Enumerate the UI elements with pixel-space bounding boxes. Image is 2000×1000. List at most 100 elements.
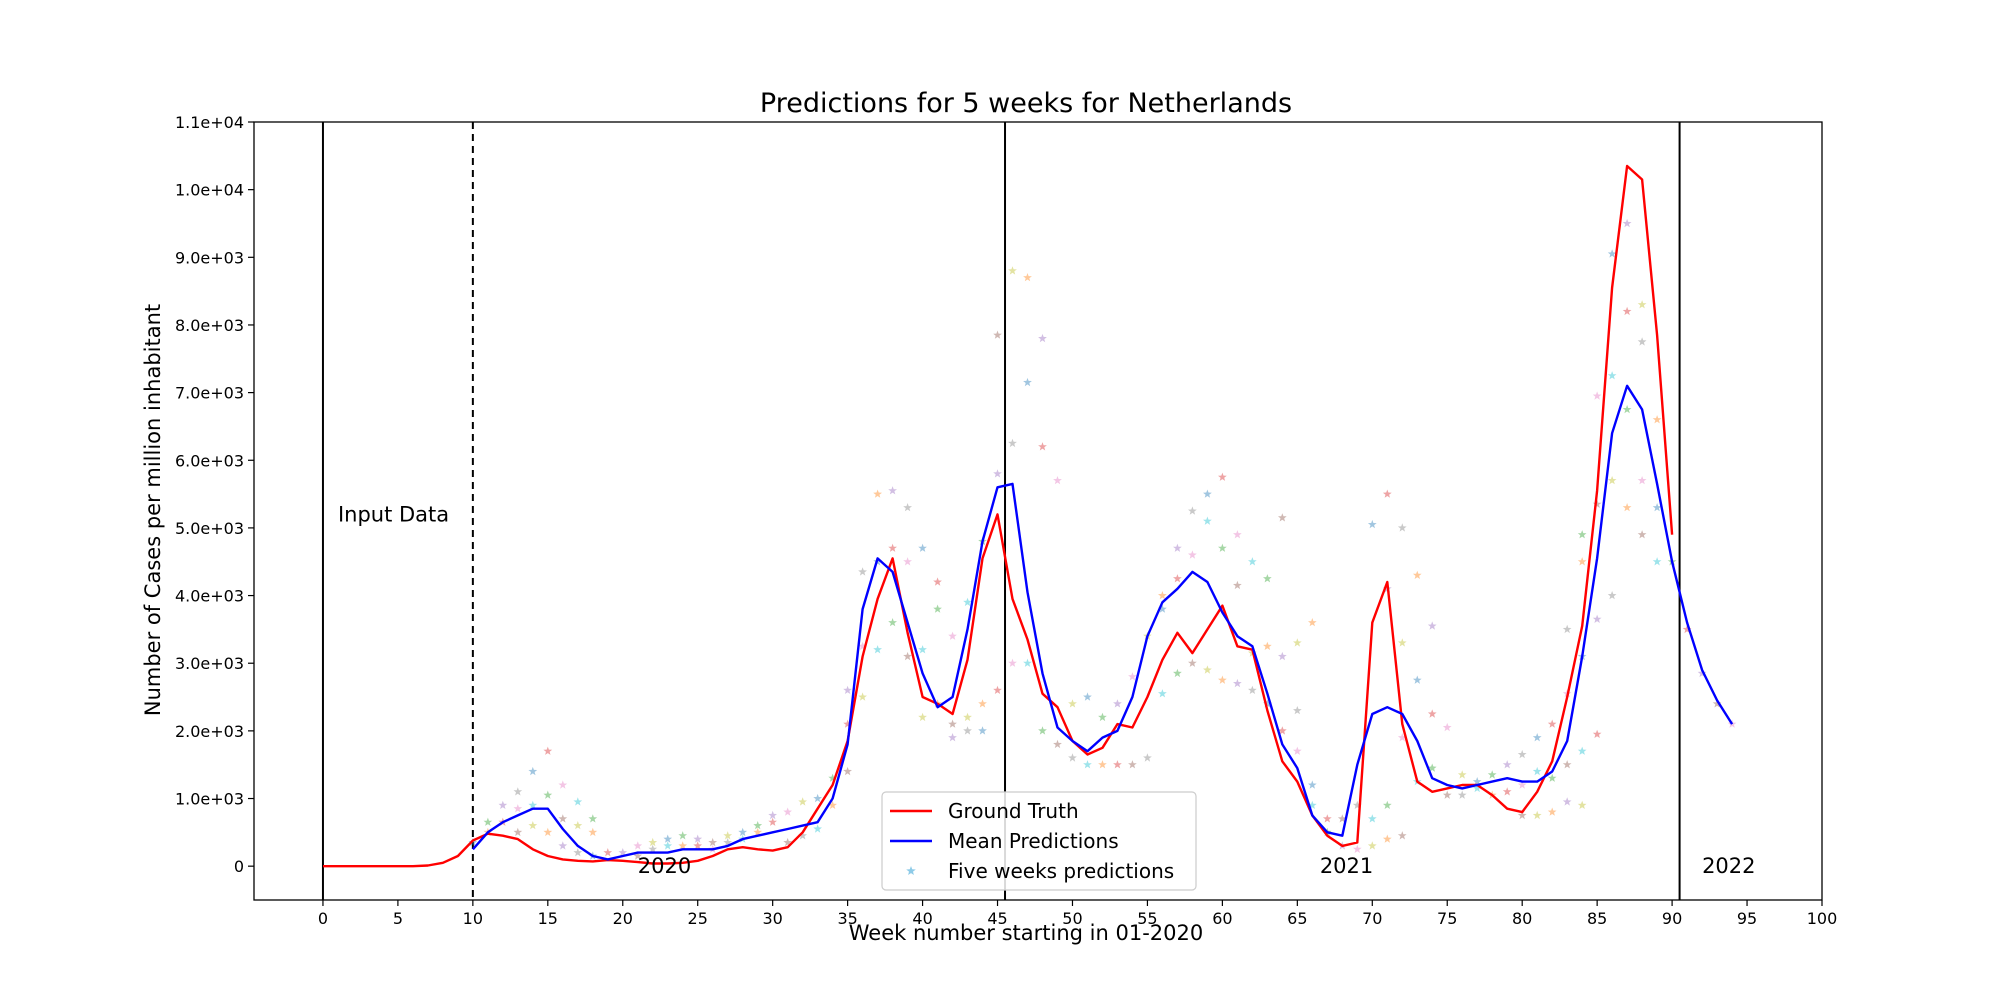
prediction-point bbox=[1397, 733, 1407, 742]
prediction-point bbox=[1083, 692, 1092, 701]
prediction-point bbox=[858, 641, 867, 650]
prediction-point bbox=[1248, 557, 1257, 566]
y-axis-label: Number of Cases per million inhabitant bbox=[141, 304, 165, 716]
prediction-point bbox=[1308, 800, 1317, 809]
prediction-point bbox=[1562, 760, 1572, 769]
prediction-point bbox=[843, 685, 852, 694]
prediction-point bbox=[1038, 442, 1047, 451]
prediction-point bbox=[1562, 624, 1572, 634]
prediction-point bbox=[588, 827, 598, 837]
prediction-point bbox=[858, 567, 867, 576]
prediction-point bbox=[1113, 699, 1122, 708]
x-tick-label: 65 bbox=[1287, 909, 1307, 928]
prediction-point bbox=[1083, 760, 1092, 769]
y-tick-label: 2.0e+03 bbox=[175, 722, 244, 741]
prediction-point bbox=[1622, 218, 1632, 228]
annotation-label: 2020 bbox=[638, 854, 691, 878]
prediction-point bbox=[1068, 699, 1077, 708]
prediction-point bbox=[1308, 780, 1317, 789]
prediction-point bbox=[753, 827, 763, 837]
prediction-point bbox=[918, 543, 927, 552]
prediction-point bbox=[1577, 746, 1587, 755]
prediction-point bbox=[1397, 523, 1407, 532]
prediction-point bbox=[1592, 499, 1602, 508]
prediction-point bbox=[528, 821, 538, 830]
legend-label: Mean Predictions bbox=[948, 829, 1119, 853]
prediction-point bbox=[1712, 699, 1722, 708]
prediction-point bbox=[1652, 503, 1662, 512]
prediction-point bbox=[1472, 777, 1482, 786]
prediction-point bbox=[1263, 699, 1272, 708]
prediction-point bbox=[543, 827, 553, 837]
prediction-point bbox=[1577, 800, 1587, 809]
annotation-label: 2022 bbox=[1702, 854, 1755, 878]
prediction-point bbox=[1697, 668, 1707, 678]
prediction-point bbox=[1637, 337, 1647, 346]
plot-area: Input Data 2020 2021 2022 bbox=[253, 121, 1823, 901]
x-tick-label: 15 bbox=[538, 909, 558, 928]
prediction-point bbox=[1637, 476, 1647, 485]
prediction-point bbox=[1547, 719, 1557, 728]
mean-predictions-line bbox=[472, 384, 1734, 861]
x-tick-label: 95 bbox=[1737, 909, 1757, 928]
prediction-point bbox=[1352, 800, 1362, 809]
prediction-point bbox=[528, 800, 538, 809]
prediction-point bbox=[1607, 591, 1617, 600]
prediction-point bbox=[1652, 415, 1662, 424]
prediction-point bbox=[1592, 391, 1602, 400]
prediction-point bbox=[783, 807, 792, 816]
prediction-point bbox=[513, 787, 523, 796]
five-weeks-predictions-points bbox=[468, 218, 1737, 860]
prediction-point bbox=[1173, 543, 1182, 552]
prediction-point bbox=[783, 837, 792, 847]
axes-frame bbox=[253, 121, 1823, 901]
prediction-point bbox=[903, 557, 912, 566]
prediction-point bbox=[1173, 574, 1182, 583]
prediction-point bbox=[1023, 377, 1032, 387]
prediction-point bbox=[1622, 503, 1632, 512]
prediction-point bbox=[1577, 557, 1587, 566]
prediction-point bbox=[978, 699, 987, 708]
prediction-point bbox=[1547, 807, 1557, 816]
prediction-point bbox=[1128, 760, 1137, 769]
prediction-point bbox=[1278, 651, 1287, 661]
prediction-point bbox=[1158, 689, 1167, 698]
prediction-point bbox=[1397, 831, 1407, 840]
prediction-point bbox=[1068, 753, 1077, 762]
prediction-point bbox=[1367, 814, 1377, 823]
prediction-point bbox=[843, 766, 852, 776]
prediction-point bbox=[1158, 604, 1167, 613]
x-tick-label: 40 bbox=[912, 909, 932, 928]
y-tick-label: 5.0e+03 bbox=[175, 519, 244, 538]
prediction-point bbox=[1308, 618, 1317, 627]
prediction-point bbox=[918, 645, 927, 654]
prediction-point bbox=[978, 726, 987, 735]
prediction-point bbox=[948, 733, 957, 742]
prediction-point bbox=[1502, 787, 1512, 796]
prediction-point bbox=[828, 800, 837, 809]
prediction-point bbox=[1562, 797, 1572, 806]
prediction-point bbox=[1218, 675, 1227, 684]
x-tick-label: 10 bbox=[463, 909, 483, 928]
prediction-point bbox=[1008, 658, 1017, 667]
y-axis: 0 1.0e+03 2.0e+03 3.0e+03 4.0e+03 5.0e+03 6.0e… bbox=[175, 113, 254, 876]
prediction-point bbox=[1382, 489, 1392, 498]
prediction-point bbox=[573, 848, 583, 857]
prediction-point bbox=[1233, 530, 1242, 539]
x-tick-label: 35 bbox=[837, 909, 857, 928]
prediction-point bbox=[1173, 668, 1182, 678]
prediction-point bbox=[1023, 273, 1032, 282]
prediction-point bbox=[933, 577, 942, 586]
prediction-point bbox=[1622, 306, 1632, 316]
prediction-point bbox=[483, 817, 493, 826]
prediction-point bbox=[1382, 834, 1392, 843]
prediction-point bbox=[558, 814, 568, 823]
prediction-point bbox=[1278, 726, 1287, 735]
x-tick-label: 50 bbox=[1062, 909, 1082, 928]
prediction-point bbox=[1457, 790, 1467, 799]
chart-title: Predictions for 5 weeks for Netherlands bbox=[760, 88, 1292, 119]
legend-label: Five weeks predictions bbox=[948, 859, 1174, 883]
prediction-point bbox=[1532, 766, 1542, 776]
prediction-point bbox=[543, 746, 553, 755]
